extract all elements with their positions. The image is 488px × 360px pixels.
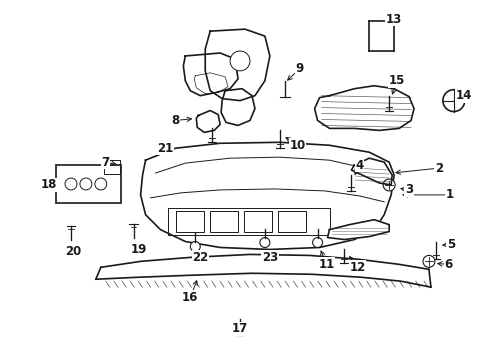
Bar [210, 211, 238, 231]
Text: 23: 23 [261, 251, 277, 264]
Circle shape [230, 51, 249, 71]
Circle shape [383, 179, 394, 191]
Bar [244, 211, 271, 231]
Text: 4: 4 [354, 159, 363, 172]
Polygon shape [327, 220, 388, 239]
Polygon shape [205, 29, 269, 100]
Bar [103, 160, 120, 174]
Circle shape [95, 178, 106, 190]
Polygon shape [196, 111, 220, 132]
Text: 5: 5 [446, 238, 454, 251]
Circle shape [422, 255, 434, 267]
Bar [176, 211, 204, 231]
Polygon shape [314, 86, 413, 130]
Text: 17: 17 [231, 322, 247, 336]
Text: 9: 9 [295, 62, 303, 75]
Text: 22: 22 [192, 251, 208, 264]
Text: 13: 13 [385, 13, 402, 26]
Polygon shape [183, 53, 238, 96]
Circle shape [312, 238, 322, 247]
Text: 16: 16 [182, 291, 198, 303]
Text: 3: 3 [404, 184, 412, 197]
Circle shape [190, 242, 200, 251]
Polygon shape [221, 89, 254, 125]
Text: 1: 1 [445, 188, 453, 201]
Circle shape [65, 178, 77, 190]
Text: 11: 11 [318, 258, 334, 271]
Text: 12: 12 [348, 261, 365, 274]
Text: 10: 10 [289, 139, 305, 152]
Circle shape [260, 238, 269, 247]
Text: 15: 15 [388, 74, 405, 87]
Polygon shape [141, 142, 393, 249]
Text: 14: 14 [455, 89, 471, 102]
Text: 6: 6 [444, 258, 452, 271]
Text: 7: 7 [102, 156, 110, 168]
Text: 19: 19 [130, 243, 146, 256]
Circle shape [442, 90, 464, 112]
Text: 2: 2 [434, 162, 442, 175]
Text: 21: 21 [157, 142, 173, 155]
Bar [277, 211, 305, 231]
Circle shape [80, 178, 92, 190]
Text: 18: 18 [41, 179, 57, 192]
Text: 8: 8 [171, 114, 179, 127]
Text: 20: 20 [65, 245, 81, 258]
Polygon shape [351, 158, 391, 185]
Bar [56, 165, 121, 203]
